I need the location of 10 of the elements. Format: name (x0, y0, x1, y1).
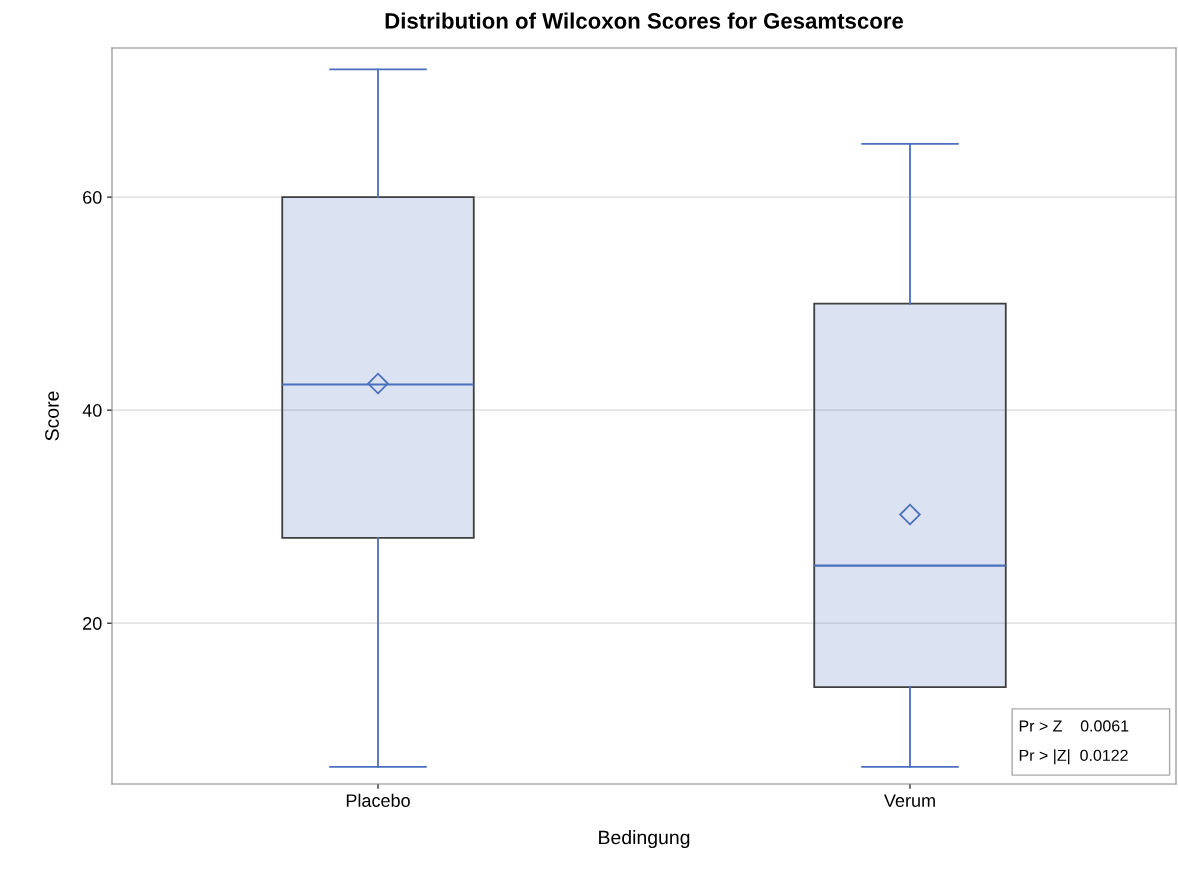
annotation: Pr > |Z| 0.0122 (1019, 749, 1128, 765)
y-axis-title: Score (45, 391, 59, 441)
x-tick-label: Placebo (346, 793, 410, 807)
y-tick-label: 40 (82, 404, 102, 417)
chart-title: Distribution of Wilcoxon Scores for Gesamtscore (385, 12, 904, 29)
x-axis-title: Bedingung (599, 830, 690, 849)
y-tick-label: 60 (83, 191, 102, 204)
y-tick-label: 20 (83, 617, 102, 630)
x-tick-label: Verum (883, 794, 935, 807)
annotation: Pr > Z 0.0061 (1019, 720, 1129, 732)
